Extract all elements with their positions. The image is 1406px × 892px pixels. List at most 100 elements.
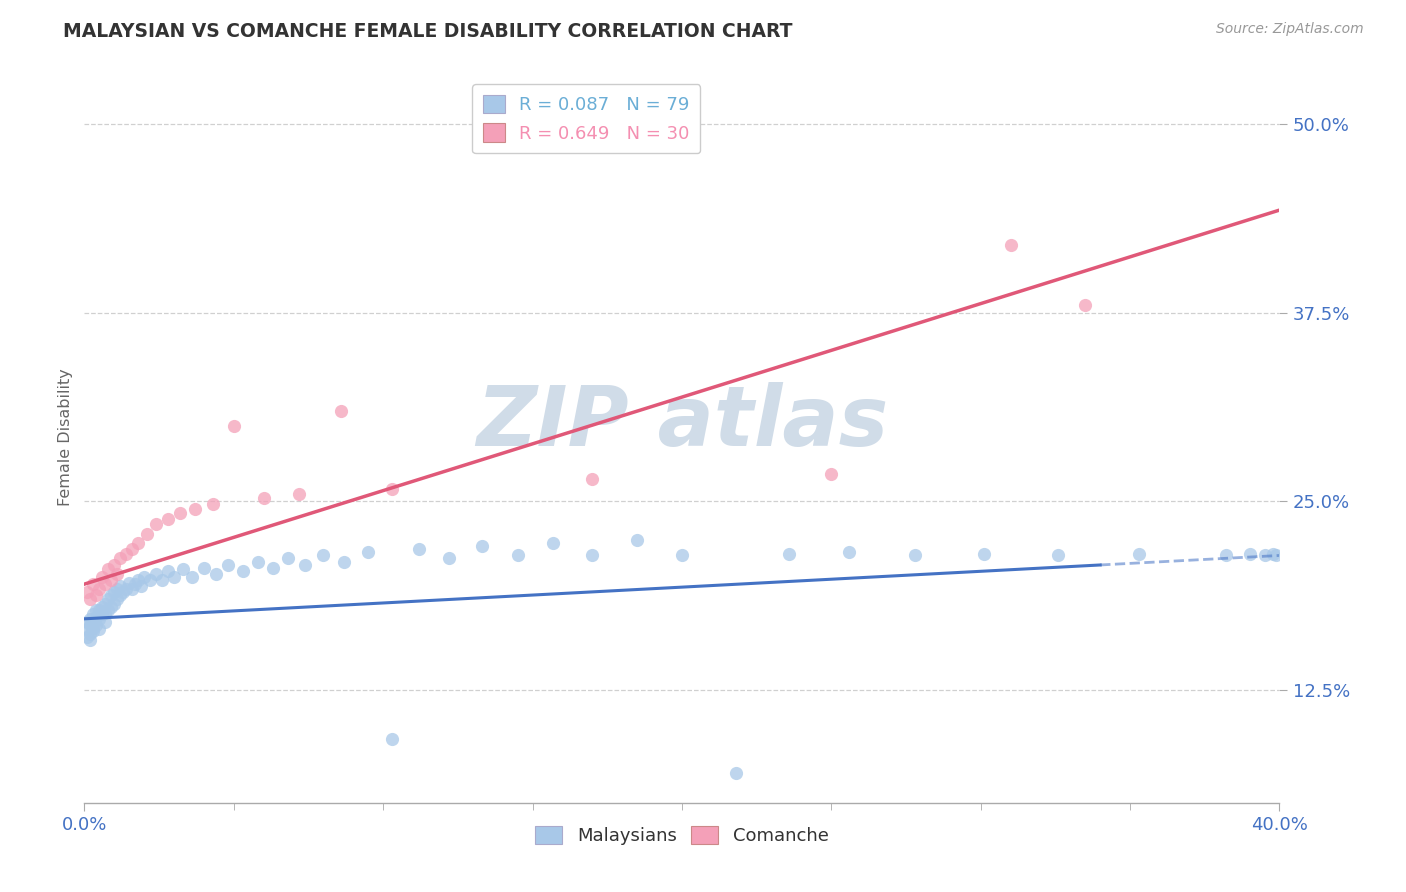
Point xyxy=(132,569,156,583)
Y-axis label: Female Disability: Female Disability xyxy=(58,368,73,506)
Point xyxy=(1215,549,1237,563)
Point xyxy=(110,551,132,566)
Point xyxy=(381,732,404,747)
Point xyxy=(79,592,101,607)
Point xyxy=(82,615,104,629)
Point xyxy=(222,418,245,433)
Point xyxy=(94,577,117,591)
Point xyxy=(253,491,276,505)
Point xyxy=(262,560,284,574)
Point xyxy=(139,573,162,587)
Point xyxy=(82,621,104,635)
Point xyxy=(97,562,120,576)
Point xyxy=(91,599,114,614)
Point xyxy=(136,527,159,541)
Point xyxy=(103,558,125,572)
Point xyxy=(91,607,114,622)
Point xyxy=(1265,549,1288,563)
Point xyxy=(105,566,128,581)
Point xyxy=(86,588,108,602)
Point xyxy=(193,560,215,574)
Point xyxy=(581,471,603,485)
Point xyxy=(100,599,122,614)
Point xyxy=(103,584,125,599)
Point xyxy=(724,765,747,780)
Point xyxy=(437,551,460,566)
Point xyxy=(330,403,353,417)
Point xyxy=(115,582,138,596)
Point xyxy=(277,551,299,566)
Point xyxy=(97,592,120,607)
Point xyxy=(1074,298,1097,312)
Point xyxy=(671,549,693,563)
Point xyxy=(157,512,180,526)
Point xyxy=(76,615,98,629)
Point xyxy=(115,547,138,561)
Point xyxy=(86,603,108,617)
Point xyxy=(79,627,101,641)
Point xyxy=(1253,549,1275,563)
Point xyxy=(82,607,104,622)
Point xyxy=(76,623,98,637)
Point xyxy=(973,547,995,561)
Point xyxy=(89,623,111,637)
Point xyxy=(217,558,239,572)
Point xyxy=(150,573,173,587)
Point xyxy=(820,467,842,481)
Point xyxy=(91,569,114,583)
Point xyxy=(408,542,430,557)
Text: MALAYSIAN VS COMANCHE FEMALE DISABILITY CORRELATION CHART: MALAYSIAN VS COMANCHE FEMALE DISABILITY … xyxy=(63,22,793,41)
Point xyxy=(94,597,117,611)
Point xyxy=(626,533,648,548)
Point xyxy=(79,612,101,626)
Point xyxy=(312,549,335,563)
Point xyxy=(201,497,224,511)
Point xyxy=(79,632,101,647)
Point xyxy=(112,584,135,599)
Point xyxy=(506,549,529,563)
Point xyxy=(838,545,860,559)
Point xyxy=(205,566,228,581)
Point xyxy=(1128,547,1150,561)
Point xyxy=(118,575,141,590)
Point xyxy=(94,606,117,620)
Point xyxy=(157,564,180,578)
Point xyxy=(294,558,316,572)
Point xyxy=(145,516,167,531)
Point xyxy=(129,579,152,593)
Point xyxy=(1239,547,1261,561)
Point xyxy=(100,588,122,602)
Point xyxy=(76,630,98,644)
Point xyxy=(357,545,380,559)
Point xyxy=(89,603,111,617)
Point xyxy=(127,573,149,587)
Point xyxy=(89,582,111,596)
Point xyxy=(904,549,927,563)
Point xyxy=(105,592,128,607)
Point xyxy=(232,564,254,578)
Point xyxy=(333,554,356,568)
Point xyxy=(172,562,194,576)
Point xyxy=(82,624,104,638)
Point xyxy=(86,617,108,632)
Point xyxy=(89,612,111,626)
Point xyxy=(471,540,494,554)
Point xyxy=(127,536,149,550)
Point xyxy=(163,569,186,583)
Point xyxy=(110,579,132,593)
Point xyxy=(181,569,204,583)
Point xyxy=(100,573,122,587)
Point xyxy=(103,597,125,611)
Text: Source: ZipAtlas.com: Source: ZipAtlas.com xyxy=(1216,22,1364,37)
Point xyxy=(121,542,143,557)
Point xyxy=(1263,547,1285,561)
Point xyxy=(86,610,108,624)
Point xyxy=(288,486,311,500)
Point xyxy=(543,536,565,550)
Point xyxy=(246,554,269,568)
Point xyxy=(105,582,128,596)
Point xyxy=(97,603,120,617)
Point xyxy=(79,617,101,632)
Point xyxy=(1047,549,1070,563)
Point xyxy=(169,506,191,520)
